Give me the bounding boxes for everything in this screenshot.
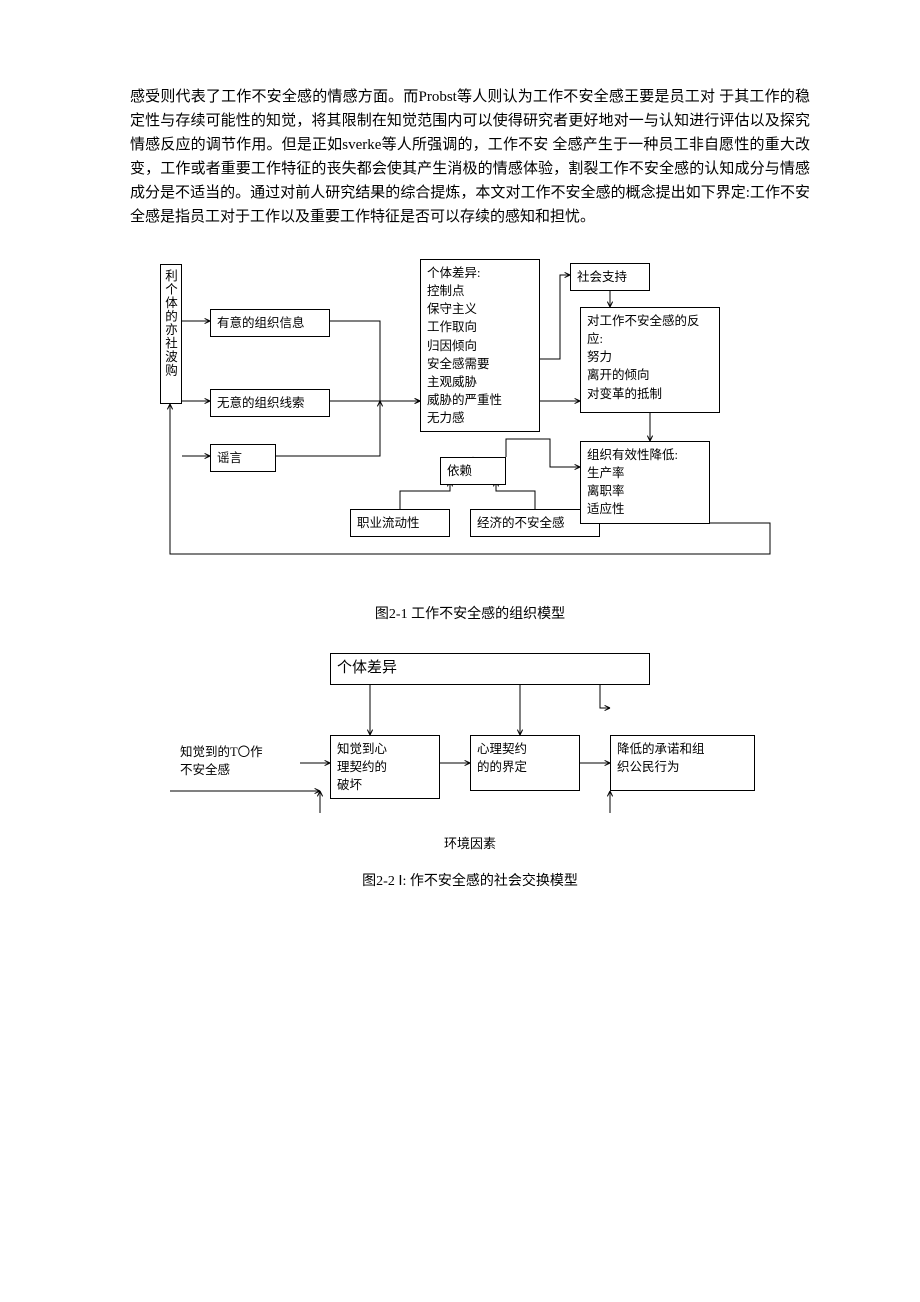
node-outcome: 降低的承诺和组织公民行为 <box>610 735 755 791</box>
node-diff: 个体差异 <box>330 653 650 685</box>
node-depend: 依赖 <box>440 457 506 485</box>
paragraph: 感受则代表了工作不安全感的情感方面。而Probst等人则认为工作不安全感王要是员… <box>130 85 810 229</box>
node-breach: 知觉到心理契约的破坏 <box>330 735 440 799</box>
node-side: 利个体的亦社波购 <box>160 264 182 404</box>
node-percept_nb: 知觉到的T〇作不安全感 <box>180 743 300 783</box>
figure-2-env: 环境因素 <box>130 833 810 852</box>
node-diff: 个体差异:控制点保守主义工作取向归因倾向安全感需要主观威胁威胁的严重性无力感 <box>420 259 540 432</box>
node-rumor: 谣言 <box>210 444 276 472</box>
node-intent: 有意的组织信息 <box>210 309 330 337</box>
node-mobile: 职业流动性 <box>350 509 450 537</box>
page: 感受则代表了工作不安全感的情感方面。而Probst等人则认为工作不安全感王要是员… <box>0 0 920 974</box>
figure-1: 利个体的亦社波购 有意的组织信息无意的组织线索谣言 个体差异:控制点保守主义工作取向… <box>150 259 790 589</box>
node-define: 心理契约的的界定 <box>470 735 580 791</box>
node-social: 社会支持 <box>570 263 650 291</box>
figure-2-caption: 图2-2 Ⅰ: 作不安全感的社会交换模型 <box>130 870 810 890</box>
node-orgeff: 组织有效性降低:生产率离职率适应性 <box>580 441 710 524</box>
node-env <box>320 801 610 821</box>
node-react: 对工作不安全感的反应:努力离开的倾向对变革的抵制 <box>580 307 720 413</box>
figure-2: 个体差异知觉到的T〇作不安全感知觉到心理契约的破坏心理契约的的界定降低的承诺和组… <box>170 653 770 823</box>
figure-1-caption: 图2-1 工作不安全感的组织模型 <box>130 603 810 623</box>
node-cues: 无意的组织线索 <box>210 389 330 417</box>
